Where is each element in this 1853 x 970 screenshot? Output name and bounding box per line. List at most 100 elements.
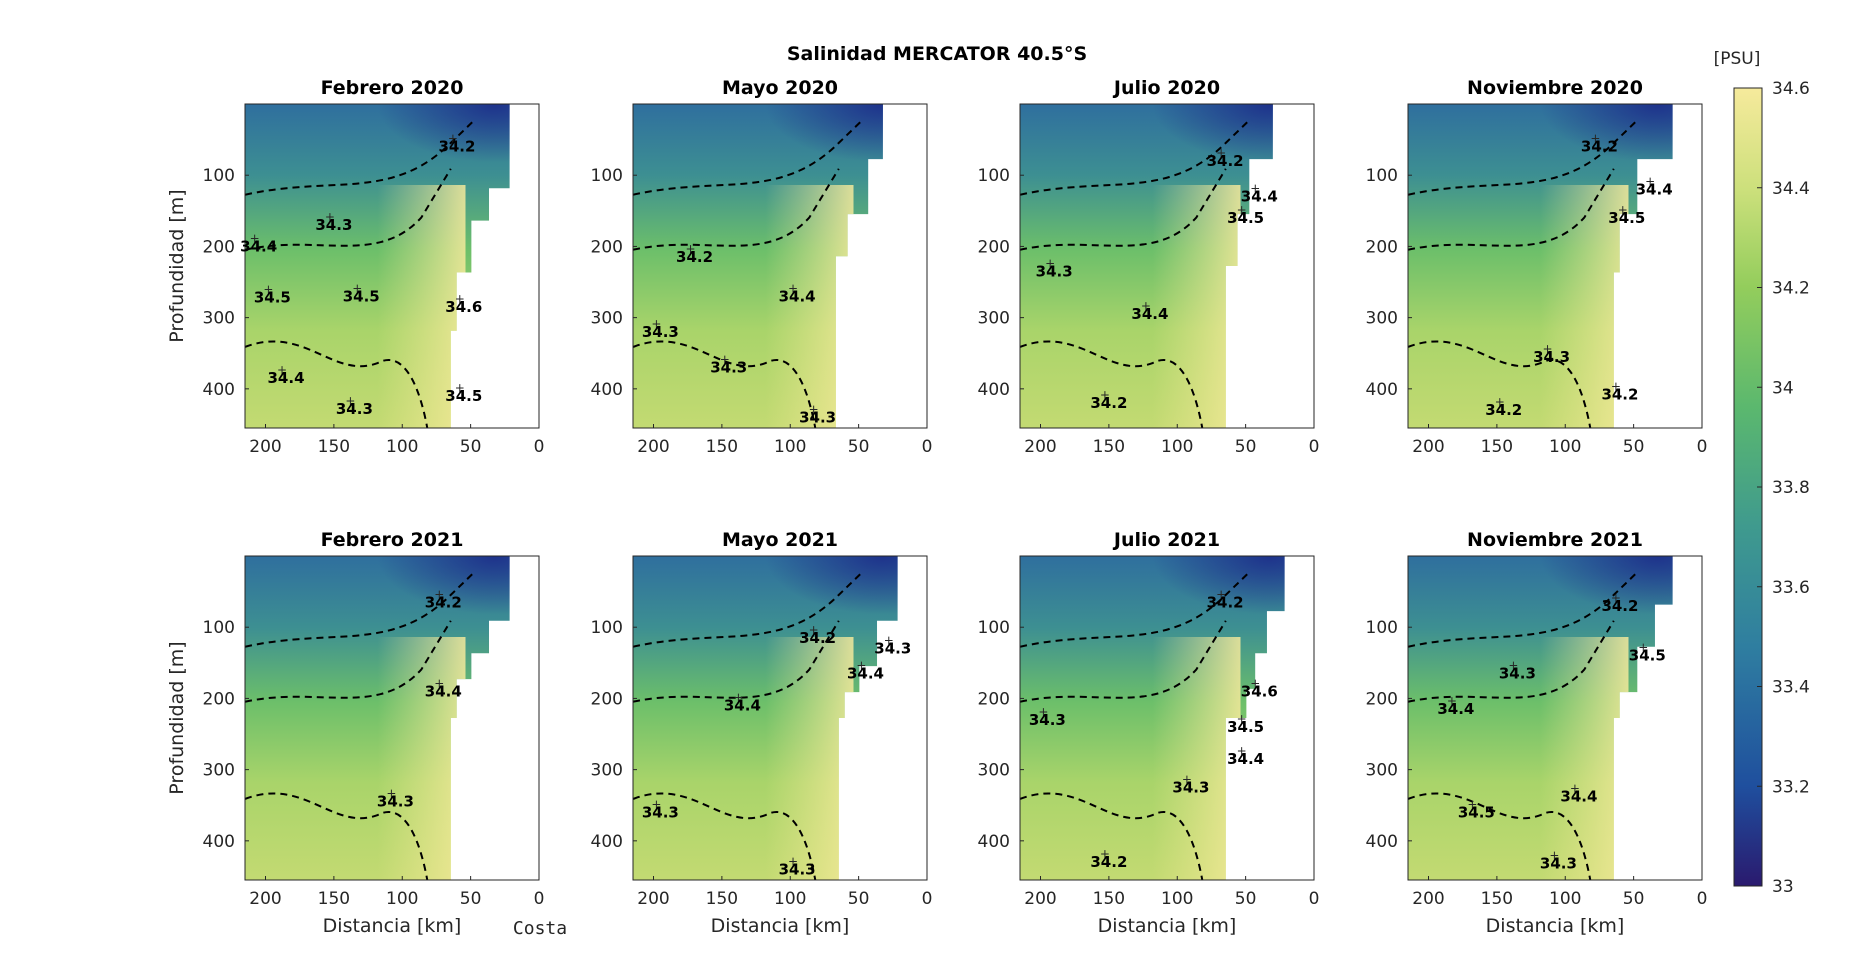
x-tick-label: 200 xyxy=(637,437,669,457)
x-tick-label: 0 xyxy=(922,437,933,457)
contour-marker: + xyxy=(1590,132,1600,146)
contour-label: 34.4 xyxy=(268,369,305,387)
contour-marker: + xyxy=(1645,174,1655,188)
contour-marker: + xyxy=(277,363,287,377)
contour-marker: + xyxy=(1447,694,1457,708)
contour-label: 34.4 xyxy=(1131,305,1168,323)
x-tick-label: 0 xyxy=(534,889,545,909)
contour-line xyxy=(1020,792,1204,880)
contour-marker: + xyxy=(1045,256,1055,270)
contour-line xyxy=(1020,168,1227,251)
y-tick-label: 100 xyxy=(591,618,623,638)
contour-label: 34.3 xyxy=(642,803,679,821)
x-tick-label: 100 xyxy=(386,889,418,909)
contour-line xyxy=(1408,340,1592,428)
x-tick-label: 100 xyxy=(774,889,806,909)
x-tick-label: 150 xyxy=(1093,889,1125,909)
x-tick-label: 150 xyxy=(706,437,738,457)
contour-label: 34.5 xyxy=(1629,647,1666,665)
contour-marker: + xyxy=(1250,182,1260,196)
contour-line xyxy=(1020,119,1251,196)
x-tick-label: 100 xyxy=(774,437,806,457)
contour-marker: + xyxy=(434,587,444,601)
contour-marker: + xyxy=(386,787,396,801)
contour-marker: + xyxy=(1182,772,1192,786)
y-tick-label: 200 xyxy=(1366,689,1398,709)
contour-marker: + xyxy=(651,797,661,811)
x-tick-label: 100 xyxy=(386,437,418,457)
contour-marker: + xyxy=(1618,203,1628,217)
contour-label: 34.3 xyxy=(1540,855,1577,873)
contour-line xyxy=(245,792,429,880)
contour-marker: + xyxy=(1100,847,1110,861)
colorbar: [PSU] 33 33.2 33.4 33.6 33.8 34 34.2 34.4 34.6 xyxy=(1714,49,1810,897)
contour-marker: + xyxy=(1100,388,1110,402)
axes-frame xyxy=(1019,103,1315,429)
x-axis-label: Distancia [km] xyxy=(711,915,850,937)
x-tick-label: 0 xyxy=(1309,437,1320,457)
contour-line xyxy=(245,340,429,428)
contour-label: 34.2 xyxy=(799,629,836,647)
y-axis-label: Profundidad [m] xyxy=(166,641,188,794)
contour-label: 34.3 xyxy=(710,358,747,376)
contour-label: 34.2 xyxy=(676,248,713,266)
contour-marker: + xyxy=(1611,380,1621,394)
x-axis-label: Distancia [km] xyxy=(1098,915,1237,937)
contour-line xyxy=(1020,571,1251,648)
y-tick-label: 100 xyxy=(978,618,1010,638)
axes-frame xyxy=(1407,555,1703,881)
colorbar-tick-label: 33.4 xyxy=(1772,678,1810,698)
y-tick-label: 300 xyxy=(978,309,1010,329)
subplot-title: Noviembre 2021 xyxy=(1467,529,1643,551)
contour-marker: + xyxy=(325,210,335,224)
contour-label: 34.2 xyxy=(1601,386,1638,404)
y-tick-label: 300 xyxy=(591,761,623,781)
axes-frame xyxy=(1407,103,1703,429)
y-tick-label: 100 xyxy=(203,166,235,186)
contour-line xyxy=(1020,340,1204,428)
y-tick-label: 200 xyxy=(591,689,623,709)
contour-label: 34.3 xyxy=(377,793,414,811)
y-tick-label: 400 xyxy=(978,380,1010,400)
colorbar-tick-label: 33.2 xyxy=(1772,777,1810,797)
contour-marker: + xyxy=(884,634,894,648)
y-tick-label: 300 xyxy=(591,309,623,329)
contour-label: 34.4 xyxy=(1227,750,1264,768)
y-tick-label: 300 xyxy=(978,761,1010,781)
subplot-title: Mayo 2020 xyxy=(722,77,838,99)
subplot-panel: Mayo 2021 200 150 100 50 0 100 200 300 400 Distanc… xyxy=(591,529,933,937)
subplot-title: Febrero 2020 xyxy=(321,77,464,99)
contour-label: 34.2 xyxy=(1090,394,1127,412)
x-tick-label: 50 xyxy=(1235,889,1257,909)
y-tick-label: 400 xyxy=(1366,380,1398,400)
contour-label: 34.4 xyxy=(724,697,761,715)
colorbar-tick-label: 33.6 xyxy=(1772,578,1810,598)
y-tick-label: 400 xyxy=(1366,832,1398,852)
x-tick-label: 50 xyxy=(460,437,482,457)
contour-label: 34.6 xyxy=(1241,682,1278,700)
contour-marker: + xyxy=(352,281,362,295)
x-tick-label: 150 xyxy=(1481,437,1513,457)
contour-label: 34.2 xyxy=(1090,853,1127,871)
axes-frame xyxy=(244,103,540,429)
contour-line xyxy=(1408,792,1592,880)
y-tick-label: 200 xyxy=(978,237,1010,257)
x-tick-label: 200 xyxy=(1024,889,1056,909)
contour-marker: + xyxy=(1237,203,1247,217)
subplot-panel: Noviembre 2021 200 150 100 50 0 100 200 300 400 Di… xyxy=(1366,529,1708,937)
contour-line xyxy=(1408,119,1639,196)
x-tick-label: 150 xyxy=(318,889,350,909)
contour-line xyxy=(245,620,452,703)
contour-marker: + xyxy=(455,292,465,306)
colorbar-tick-label: 33 xyxy=(1772,877,1794,897)
y-tick-label: 300 xyxy=(1366,761,1398,781)
contour-label: 34.6 xyxy=(445,298,482,316)
x-axis-label: Distancia [km] xyxy=(323,915,462,937)
salinity-field xyxy=(1408,556,1673,880)
x-tick-label: 150 xyxy=(1093,437,1125,457)
y-tick-label: 400 xyxy=(591,832,623,852)
contour-label: 34.3 xyxy=(1499,664,1536,682)
contour-label: 34.3 xyxy=(315,216,352,234)
contour-label: 34.3 xyxy=(1533,348,1570,366)
y-tick-label: 200 xyxy=(203,689,235,709)
